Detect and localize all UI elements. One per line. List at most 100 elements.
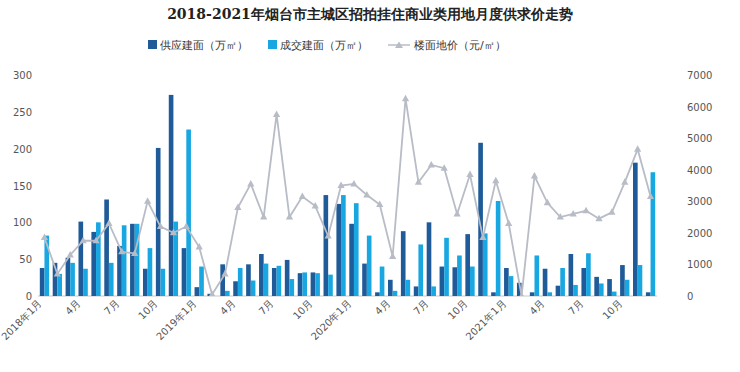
legend-swatch <box>148 40 157 49</box>
bar <box>418 244 423 296</box>
x-tick-label: 2020年1月 <box>309 298 353 342</box>
bar <box>238 268 243 296</box>
price-marker <box>105 219 112 226</box>
price-marker <box>466 170 473 177</box>
bar <box>646 292 651 296</box>
x-tick-label: 4月 <box>63 298 82 317</box>
price-marker <box>428 161 435 168</box>
y-tick-label: 200 <box>13 144 32 155</box>
price-marker <box>505 219 512 226</box>
price-marker <box>621 178 628 185</box>
plot <box>40 95 655 296</box>
price-marker <box>221 270 228 277</box>
price-marker <box>634 145 641 152</box>
price-marker <box>441 164 448 171</box>
bar <box>264 264 269 296</box>
bar <box>83 269 88 296</box>
bar <box>431 286 436 296</box>
bar <box>406 280 411 296</box>
bar <box>444 238 449 296</box>
price-marker <box>544 199 551 206</box>
bar <box>246 264 251 296</box>
y2-tick <box>657 201 660 202</box>
bar <box>169 95 174 296</box>
bar <box>612 292 617 296</box>
bar <box>427 222 432 296</box>
bar <box>354 203 359 296</box>
legend-label: 楼面地价（元/㎡） <box>414 39 506 52</box>
bar <box>440 267 445 296</box>
price-marker <box>157 223 164 230</box>
bar <box>367 236 372 296</box>
price-marker <box>337 182 344 189</box>
price-marker <box>531 172 538 179</box>
x-tick-label: 2019年1月 <box>154 298 198 342</box>
bar <box>148 248 153 296</box>
price-marker <box>363 191 370 198</box>
bar <box>109 263 114 296</box>
y2-tick <box>657 232 660 233</box>
price-marker <box>557 213 564 220</box>
y-tick-label: 250 <box>13 107 32 118</box>
price-marker <box>273 110 280 117</box>
bar <box>66 258 71 296</box>
y-tick-label: 100 <box>13 217 32 228</box>
bar <box>465 234 470 296</box>
bar <box>380 267 385 296</box>
bar <box>393 291 398 296</box>
bar <box>186 130 191 296</box>
bar <box>638 265 643 296</box>
bar <box>633 163 638 296</box>
price-marker <box>80 237 87 244</box>
price-marker <box>376 200 383 207</box>
y-tick <box>35 75 38 76</box>
price-marker <box>170 229 177 236</box>
price-marker <box>582 207 589 214</box>
x-tick-label: 10月 <box>291 298 315 322</box>
bar <box>96 222 101 296</box>
price-marker <box>312 202 319 209</box>
y-tick-label: 50 <box>19 254 32 265</box>
y2-tick <box>657 296 660 297</box>
bar <box>289 279 294 296</box>
price-marker <box>608 208 615 215</box>
x-tick-label: 2018年1月 <box>0 298 44 342</box>
bar <box>302 272 307 296</box>
price-marker <box>196 243 203 250</box>
y2-tick <box>657 75 660 76</box>
bar <box>569 254 574 296</box>
x-tick-label: 2021年1月 <box>464 298 508 342</box>
bar <box>556 286 561 296</box>
bar <box>414 286 419 296</box>
bar <box>336 204 341 296</box>
y2-tick-label: 3000 <box>687 196 712 207</box>
y2-tick <box>657 106 660 107</box>
x-tick-label: 10月 <box>600 298 624 322</box>
y-tick-label: 0 <box>26 291 32 302</box>
price-marker <box>247 180 254 187</box>
price-marker <box>92 237 99 244</box>
title: 2018-2021年烟台市主城区招拍挂住商业类用地月度供求价走势 <box>167 6 573 22</box>
bar <box>491 292 496 296</box>
price-marker <box>118 248 125 255</box>
bar <box>452 267 457 296</box>
bar <box>225 291 230 296</box>
bar <box>547 292 552 296</box>
bar <box>40 268 45 296</box>
price-marker <box>389 253 396 259</box>
price-marker <box>260 213 267 220</box>
bar <box>298 273 303 296</box>
bar <box>161 269 166 296</box>
bar <box>272 268 277 296</box>
x-tick-label: 10月 <box>136 298 160 322</box>
bar <box>620 265 625 296</box>
bar <box>504 268 509 296</box>
x-tick-label: 4月 <box>218 298 237 317</box>
price-line <box>44 99 650 296</box>
price-marker <box>67 251 74 258</box>
bar <box>324 195 329 296</box>
legend-swatch <box>395 42 403 49</box>
x-tick-label: 4月 <box>373 298 392 317</box>
legend-label: 成交建面（万㎡） <box>280 39 368 52</box>
y2-tick <box>657 264 660 265</box>
